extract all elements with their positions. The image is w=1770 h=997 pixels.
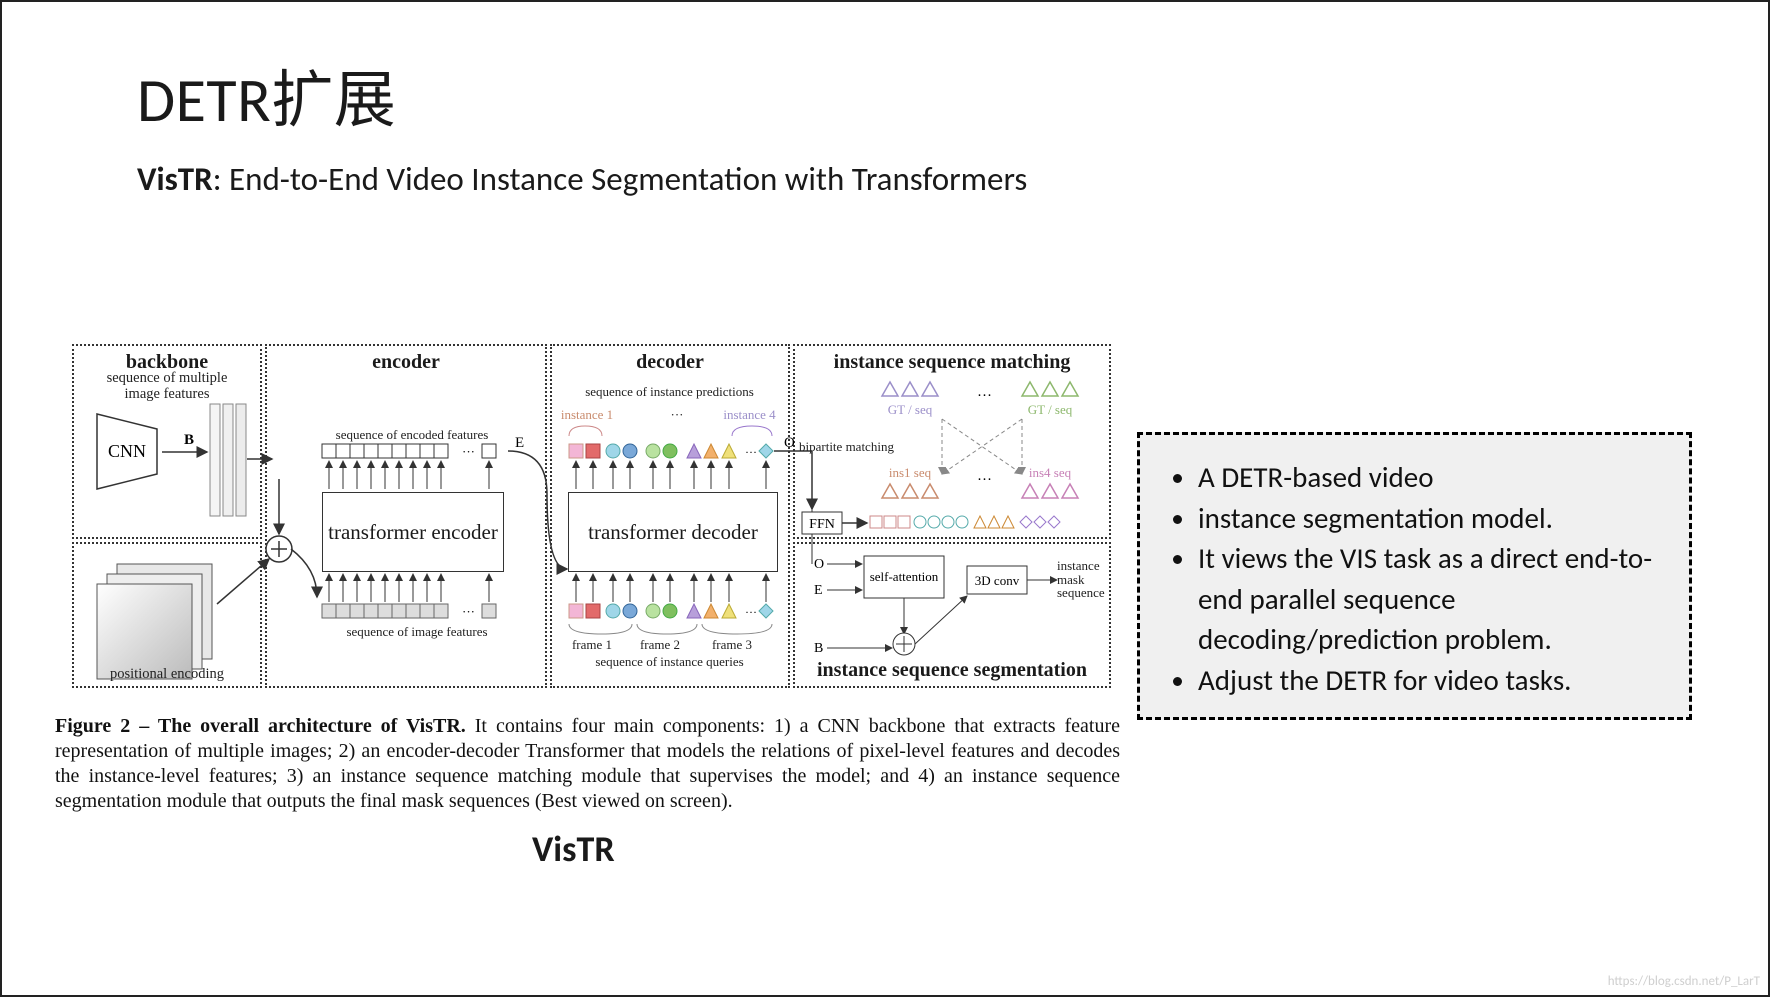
panel-decoder-title: decoder xyxy=(552,351,788,374)
slide: DETR扩展 VisTR: End-to-End Video Instance … xyxy=(0,0,1770,997)
watermark: https://blog.csdn.net/P_LarT xyxy=(1608,974,1760,989)
label-frame2: frame 2 xyxy=(630,637,690,653)
summary-list: A DETR-based video instance segmentation… xyxy=(1168,457,1679,701)
label-encoded-features: sequence of encoded features xyxy=(317,427,507,443)
label-frame1: frame 1 xyxy=(562,637,622,653)
bullet-3: It views the VIS task as a direct end-to… xyxy=(1198,538,1679,660)
figure-label: VisTR xyxy=(532,827,615,871)
label-bipartite: bipartite matching xyxy=(799,439,899,455)
label-imask: instance mask sequence xyxy=(1057,559,1112,600)
box-transformer-decoder: transformer decoder xyxy=(568,492,778,572)
label-backbone-sub2: image features xyxy=(72,386,262,403)
bullet-4: Adjust the DETR for video tasks. xyxy=(1198,660,1679,701)
subtitle-rest: : End-to-End Video Instance Segmentation… xyxy=(213,159,1028,199)
label-positional-encoding: positional encoding xyxy=(97,666,237,683)
page-title: DETR扩展 xyxy=(137,49,396,139)
bullet-2: instance segmentation model. xyxy=(1198,498,1679,539)
figure-caption: Figure 2 – The overall architecture of V… xyxy=(55,714,1120,814)
label-instance4: instance 4 xyxy=(717,407,782,423)
box-transformer-encoder: transformer encoder xyxy=(322,492,504,572)
label-frame3: frame 3 xyxy=(702,637,762,653)
architecture-diagram: backbone encoder decoder instance sequen… xyxy=(72,344,1112,689)
label-image-features: sequence of image features xyxy=(327,624,507,640)
label-backbone-sub1: sequence of multiple xyxy=(72,370,262,387)
panel-encoder-title: encoder xyxy=(267,351,545,374)
label-instance-queries: sequence of instance queries xyxy=(562,654,777,670)
subtitle-bold: VisTR xyxy=(137,159,213,199)
panel-iss-title: instance sequence segmentation xyxy=(795,659,1109,682)
summary-box: A DETR-based video instance segmentation… xyxy=(1137,432,1692,720)
label-instance-predictions: sequence of instance predictions xyxy=(562,384,777,400)
subtitle: VisTR: End-to-End Video Instance Segment… xyxy=(137,159,1027,199)
bullet-1: A DETR-based video xyxy=(1198,457,1679,498)
label-dec-dots: ··· xyxy=(662,407,692,423)
label-instance1: instance 1 xyxy=(557,407,617,423)
panel-ism-title: instance sequence matching xyxy=(795,351,1109,374)
caption-bold: Figure 2 – The overall architecture of V… xyxy=(55,715,466,737)
